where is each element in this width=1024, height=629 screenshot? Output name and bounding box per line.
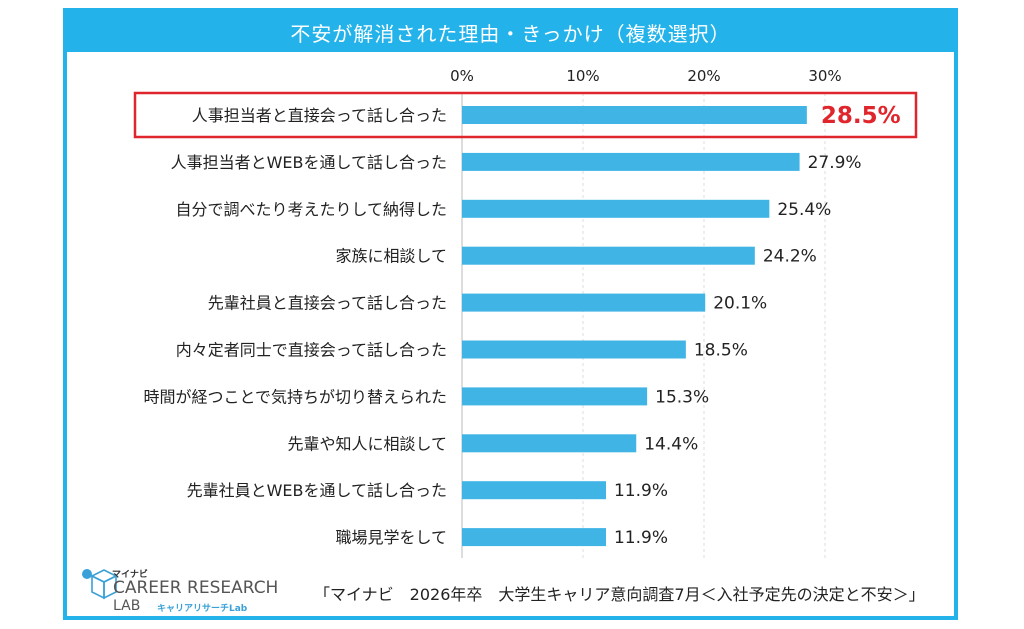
bar [462, 434, 637, 453]
bar [462, 246, 755, 265]
value-label: 15.3% [655, 387, 709, 407]
category-label: 先輩や知人に相談して [287, 434, 447, 453]
value-label: 25.4% [777, 200, 831, 220]
category-label: 職場見学をして [335, 528, 447, 547]
logo-line1: CAREER RESEARCH [113, 578, 279, 598]
category-label: 先輩社員とWEBを通して話し合った [187, 481, 447, 500]
value-label: 20.1% [713, 294, 767, 314]
category-label: 自分で調べたり考えたりして納得した [175, 200, 447, 219]
bar [462, 293, 706, 312]
bar [462, 340, 686, 359]
bar [462, 481, 606, 500]
logo-line2: LAB [113, 598, 141, 614]
category-label: 人事担当者とWEBを通して話し合った [171, 153, 447, 172]
chart-title: 不安が解消された理由・きっかけ（複数選択） [67, 12, 954, 52]
value-label: 28.5% [821, 103, 901, 129]
category-label: 家族に相談して [335, 247, 447, 266]
bar [462, 387, 648, 406]
value-label: 14.4% [644, 434, 698, 454]
tick-label: 30% [808, 67, 841, 85]
tick-label: 10% [566, 67, 599, 85]
highlight-box [133, 91, 918, 139]
bar [462, 528, 606, 547]
bar [462, 106, 807, 124]
bar [462, 199, 770, 218]
logo-brand: マイナビ [112, 570, 148, 580]
career-research-lab-logo [82, 569, 118, 600]
category-label: 時間が経つことで気持ちが切り替えられた [143, 387, 447, 406]
tick-label: 20% [687, 67, 720, 85]
category-label: 先輩社員と直接会って話し合った [208, 294, 447, 313]
value-label: 11.9% [614, 528, 668, 548]
value-label: 11.9% [614, 481, 668, 501]
value-label: 27.9% [808, 153, 862, 173]
source-note: 「マイナビ 2026年卒 大学生キャリア意向調査7月＜入社予定先の決定と不安＞」 [314, 585, 925, 604]
bar [462, 152, 800, 171]
category-label: 人事担当者と直接会って話し合った [192, 106, 447, 125]
tick-label: 0% [450, 67, 474, 85]
value-label: 18.5% [694, 341, 748, 361]
logo-sub: キャリアリサーチLab [157, 604, 248, 614]
value-label: 24.2% [763, 247, 817, 267]
category-label: 内々定者同士で直接会って話し合った [176, 341, 447, 360]
cube-icon [82, 569, 118, 600]
